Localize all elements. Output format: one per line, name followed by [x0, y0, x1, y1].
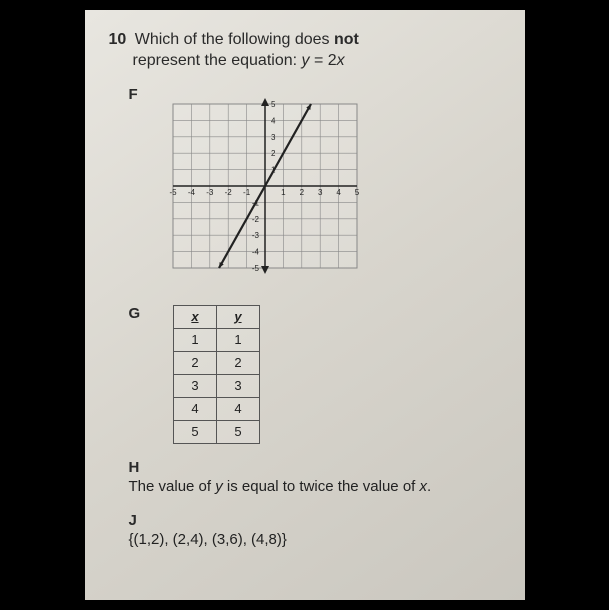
- svg-text:-4: -4: [188, 188, 196, 197]
- table-cell: 1: [173, 328, 216, 351]
- svg-text:-5: -5: [169, 188, 177, 197]
- h-text-3: .: [427, 478, 431, 495]
- table-cell: 3: [216, 374, 259, 397]
- svg-text:3: 3: [318, 188, 323, 197]
- eq-rhs: x: [337, 52, 345, 69]
- option-j: J {(1,2), (2,4), (3,6), (4,8)}: [109, 511, 501, 550]
- option-g-label: G: [129, 305, 151, 322]
- svg-text:-2: -2: [225, 188, 233, 197]
- svg-text:-4: -4: [252, 247, 260, 256]
- h-text-2: is equal to twice the value of: [223, 478, 420, 495]
- svg-text:2: 2: [300, 188, 305, 197]
- table-cell: 4: [173, 397, 216, 420]
- svg-text:1: 1: [281, 188, 286, 197]
- option-j-set: {(1,2), (2,4), (3,6), (4,8)}: [129, 530, 479, 550]
- table-cell: 2: [173, 351, 216, 374]
- option-j-label: J: [129, 511, 151, 531]
- table-header: x: [173, 305, 216, 328]
- eq-lhs: y: [302, 52, 310, 69]
- h-y: y: [215, 478, 223, 495]
- stem-bold: not: [334, 31, 359, 48]
- table-header: y: [216, 305, 259, 328]
- option-f: F -5-4-3-2-112345-5-4-3-2-112345: [109, 86, 501, 291]
- table-cell: 5: [173, 420, 216, 443]
- table-row: 22: [173, 351, 259, 374]
- option-h-text: The value of y is equal to twice the val…: [129, 477, 479, 497]
- svg-text:5: 5: [271, 100, 276, 109]
- svg-text:-2: -2: [252, 214, 260, 223]
- stem-text-1: Which of the following does: [135, 31, 334, 48]
- xy-table: xy1122334455: [173, 305, 260, 444]
- svg-text:-1: -1: [243, 188, 251, 197]
- svg-text:4: 4: [271, 116, 276, 125]
- table-row: 11: [173, 328, 259, 351]
- option-h: H The value of y is equal to twice the v…: [109, 458, 501, 497]
- table-row: 33: [173, 374, 259, 397]
- svg-text:5: 5: [355, 188, 360, 197]
- svg-text:-3: -3: [206, 188, 214, 197]
- question-stem: 10 Which of the following does not repre…: [109, 30, 501, 72]
- table-row: 55: [173, 420, 259, 443]
- option-h-label: H: [129, 458, 151, 478]
- h-x: x: [420, 478, 428, 495]
- option-f-label: F: [129, 86, 151, 103]
- option-g-table-wrap: xy1122334455: [173, 305, 260, 444]
- table-cell: 2: [216, 351, 259, 374]
- svg-text:3: 3: [271, 132, 276, 141]
- coordinate-graph: -5-4-3-2-112345-5-4-3-2-112345: [155, 86, 375, 286]
- option-g: G xy1122334455: [109, 305, 501, 444]
- question-number: 10: [109, 31, 127, 48]
- eq-eq: = 2: [310, 52, 337, 69]
- worksheet-page: 10 Which of the following does not repre…: [85, 10, 525, 600]
- table-row: 44: [173, 397, 259, 420]
- svg-text:2: 2: [271, 149, 276, 158]
- table-cell: 4: [216, 397, 259, 420]
- stem-text-2: represent the equation:: [133, 52, 302, 69]
- h-text-1: The value of: [129, 478, 216, 495]
- table-cell: 3: [173, 374, 216, 397]
- option-f-graph: -5-4-3-2-112345-5-4-3-2-112345: [155, 86, 375, 291]
- table-cell: 1: [216, 328, 259, 351]
- svg-text:4: 4: [336, 188, 341, 197]
- svg-text:-5: -5: [252, 264, 260, 273]
- svg-text:-3: -3: [252, 231, 260, 240]
- table-cell: 5: [216, 420, 259, 443]
